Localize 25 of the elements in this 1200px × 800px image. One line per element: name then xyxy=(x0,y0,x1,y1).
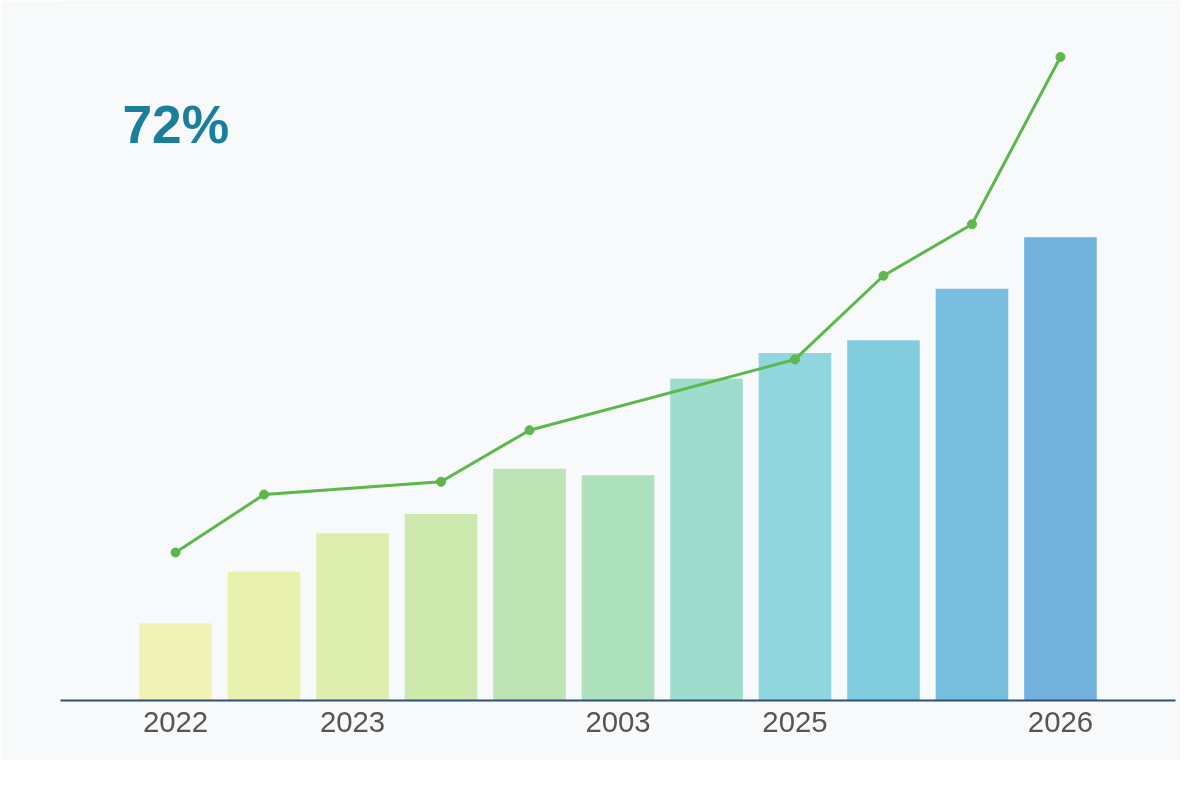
bar xyxy=(581,475,655,701)
x-tick-label: 2026 xyxy=(1027,704,1094,738)
bar xyxy=(758,353,832,701)
x-tick-label: 2023 xyxy=(319,704,386,738)
bar xyxy=(404,513,478,701)
bar xyxy=(227,571,301,701)
point xyxy=(170,547,181,558)
point xyxy=(1055,51,1066,62)
bar xyxy=(139,623,212,701)
point xyxy=(436,476,447,487)
point xyxy=(524,425,535,436)
point xyxy=(789,354,800,365)
annotation: 72% xyxy=(122,94,230,154)
x-tick-label: 2022 xyxy=(142,704,209,738)
x-tick-label: 2003 xyxy=(585,704,651,738)
point xyxy=(259,489,270,500)
x-tick-label: 2025 xyxy=(762,704,828,738)
bar xyxy=(847,340,920,701)
bar xyxy=(1024,237,1097,701)
bar xyxy=(670,378,743,701)
bar xyxy=(935,288,1009,701)
point xyxy=(966,219,977,230)
bar xyxy=(316,533,389,701)
bar xyxy=(493,468,566,701)
point xyxy=(878,270,889,281)
